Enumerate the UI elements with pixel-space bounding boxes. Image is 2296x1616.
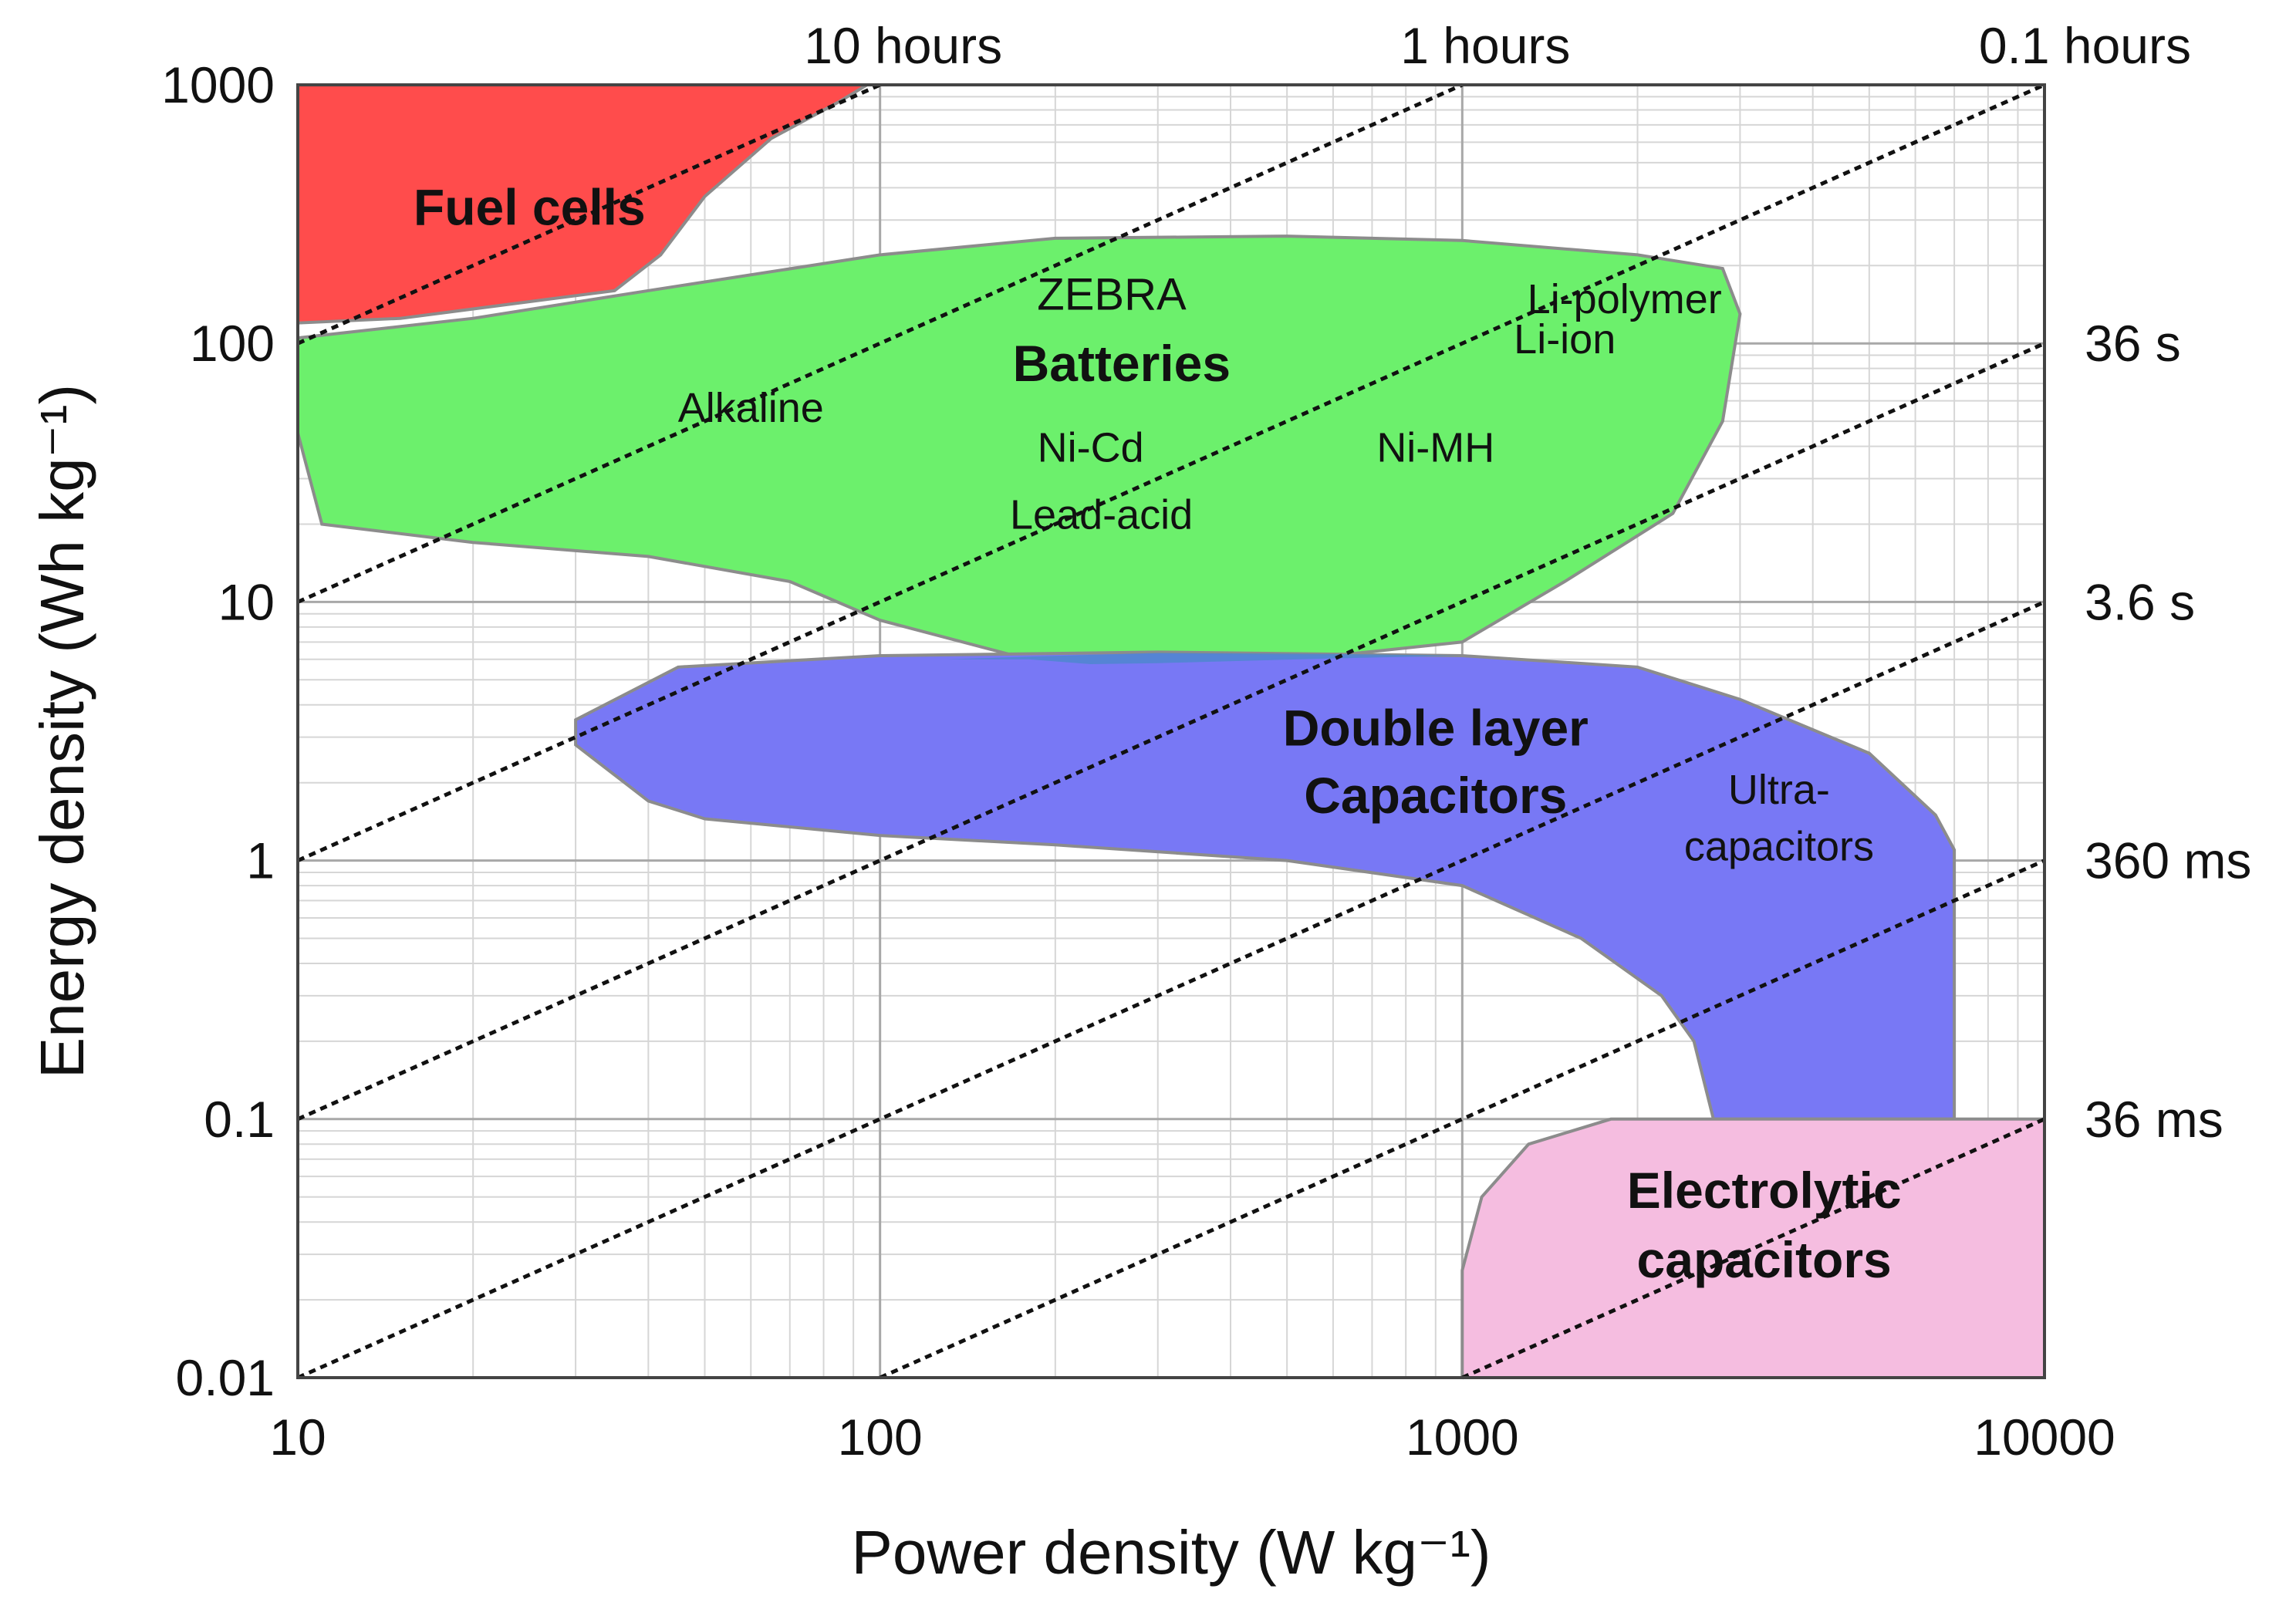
y-tick-label: 0.01 [176,1349,275,1406]
annotation-ultra: Ultra- [1728,767,1830,813]
plot-frame [296,83,2046,1379]
y-tick-label: 1 [246,832,275,889]
x-tick-label: 10000 [1974,1409,2115,1466]
time-line-layer [296,83,2046,1380]
time-line-label: 10 hours [804,17,1002,74]
time-line-label: 360 ms [2085,832,2251,889]
time-line [296,83,881,346]
annotation-li-ion: Li-ion [1514,316,1616,363]
time-line-label: 0.1 hours [1979,17,2191,74]
x-tick-label: 10 [269,1409,326,1466]
time-line [296,341,2046,1122]
annotation-zebra: ZEBRA [1037,269,1187,319]
region-layer [296,83,2046,1379]
time-line-label: 3.6 s [2085,573,2195,630]
time-line-label: 36 ms [2085,1091,2223,1148]
annotation-capacitors: capacitors [1637,1231,1892,1288]
annotation-capacitors: capacitors [1684,823,1874,869]
time-line [296,600,2046,1380]
x-tick-label: 100 [838,1409,923,1466]
annotation-ni-cd: Ni-Cd [1038,425,1144,471]
annotation-li-polymer: Li-polymer [1528,276,1722,322]
time-line [296,83,2046,862]
time-line-label: 1 hours [1400,17,1570,74]
y-tick-label: 100 [190,315,275,372]
axis-layer: Power density (W kg⁻¹) Energy density (W… [28,56,2115,1587]
annotation-alkaline: Alkaline [678,385,824,431]
annotation-capacitors: Capacitors [1304,767,1567,824]
time-line-label: 36 s [2085,315,2181,372]
region-batteries [296,234,1742,665]
region-overlap [946,653,1463,664]
x-axis-label: Power density (W kg⁻¹) [851,1518,1491,1587]
annotation-batteries: Batteries [1013,335,1231,392]
annotation-ni-mh: Ni-MH [1376,425,1494,471]
y-tick-label: 1000 [161,56,275,113]
annotation-electrolytic: Electrolytic [1627,1162,1902,1219]
annotation-fuel-cells: Fuel cells [414,178,646,235]
y-tick-label: 10 [218,573,275,630]
y-axis-label: Energy density (Wh kg⁻¹) [28,384,96,1078]
x-tick-label: 1000 [1406,1409,1519,1466]
annotation-layer: 10 hours 1 hours 0.1 hours 36 s 3.6 s 360 ms 3… [414,17,2252,1288]
time-line [1461,1117,2046,1380]
annotation-double-layer: Double layer [1283,699,1589,756]
annotation-lead-acid: Lead-acid [1010,492,1193,538]
y-tick-label: 0.1 [204,1091,275,1148]
time-line [296,83,1464,604]
time-line [879,859,2046,1380]
